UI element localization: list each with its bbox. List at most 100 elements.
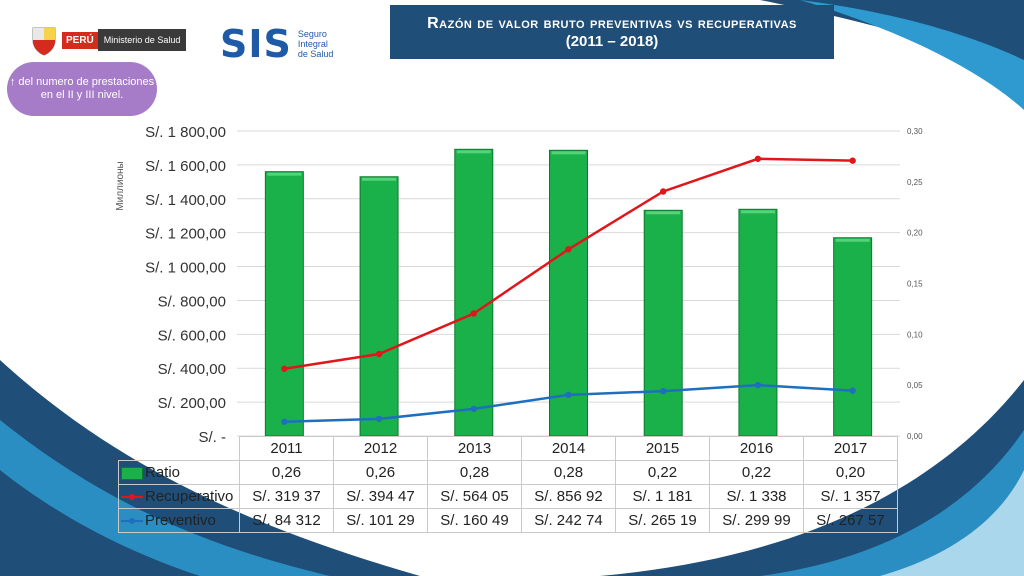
table-header-cell: 2013 [427,436,522,461]
bar-ratio-2011 [264,171,304,437]
legend-swatch-line [121,492,143,502]
table-cell: S/. 856 92 [521,484,616,509]
table-cell: S/. 394 47 [333,484,428,509]
point-preventivo-2013 [470,405,477,413]
bar-ratio-2016 [738,208,778,437]
legend-label: Ratio [145,464,181,481]
data-table: 2011 2012 2013 2014 2015 2016 2017 Ratio 0,26 0,2… [118,436,898,533]
bar-highlight [740,210,775,214]
left-tick-label: S/. 800,00 [158,293,226,310]
point-recuperativo-2015 [660,188,667,195]
table-row: Preventivo S/. 84 312 S/. 101 29 S/. 160 49… [118,508,898,533]
table-row: Recuperativo S/. 319 37 S/. 394 47 S/. 564 … [118,484,898,509]
legend-label: Preventivo [145,512,216,529]
left-tick-label: S/. 1 000,00 [145,260,226,277]
table-cell: S/. 160 49 [427,508,522,533]
point-preventivo-2014 [565,391,572,399]
table-cell: S/. 267 57 [803,508,898,533]
right-axis-ticks: 0,00 0,05 0,10 0,15 0,20 0,25 0,30 [907,127,923,441]
table-cell: 0,28 [427,460,522,485]
title-line-2: (2011 – 2018) [565,32,659,50]
table-cell: S/. 564 05 [427,484,522,509]
line-series [281,155,856,425]
callout-note: ↑ del numero de prestaciones en el II y … [7,62,157,116]
point-recuperativo-2013 [470,310,477,317]
bar-highlight [267,172,302,176]
table-cell: 0,22 [709,460,804,485]
table-corner [119,437,240,461]
left-axis-ticks: S/. - S/. 200,00 S/. 400,00 S/. 600,00 S/. 8… [145,124,226,446]
legend-entry-ratio: Ratio [118,460,240,485]
right-tick-label: 0,10 [907,330,923,339]
bar-highlight [551,151,586,155]
right-tick-label: 0,25 [907,178,923,187]
legend-swatch-bar [121,466,143,480]
right-tick-label: 0,30 [907,127,923,136]
sis-logo: SIS Seguro Integral de Salud [220,22,333,66]
table-header-cell: 2015 [615,436,710,461]
legend-label: Recuperativo [145,488,234,505]
left-tick-label: S/. - [198,429,226,446]
table-header-cell: 2011 [239,436,334,461]
left-tick-label: S/. 1 400,00 [145,192,226,209]
point-preventivo-2015 [660,387,667,395]
point-preventivo-2017 [849,387,856,394]
left-tick-label: S/. 400,00 [158,361,226,378]
left-tick-label: S/. 200,00 [158,395,226,412]
right-tick-label: 0,05 [907,381,923,390]
bar-highlight [456,150,491,154]
table-header-cell: 2017 [803,436,898,461]
table-cell: 0,26 [333,460,428,485]
bar-ratio-2015 [643,209,683,437]
sis-logo-text: SIS [220,22,292,66]
table-cell: S/. 84 312 [239,508,334,533]
ministry-logo: PERÚ Ministerio de Salud [30,22,194,58]
legend-swatch-line [121,516,143,526]
table-cell: 0,28 [521,460,616,485]
ratio-bars [264,148,873,437]
left-tick-label: S/. 1 600,00 [145,158,226,175]
table-cell: S/. 1 338 [709,484,804,509]
point-recuperativo-2011 [281,365,288,372]
right-tick-label: 0,00 [907,432,923,441]
left-axis-unit-label: Миллионы [115,161,126,210]
legend-entry-preventivo: Preventivo [118,508,240,533]
right-tick-label: 0,15 [907,280,923,289]
bar-highlight [646,211,681,215]
left-tick-label: S/. 1 800,00 [145,124,226,141]
table-cell: S/. 319 37 [239,484,334,509]
table-header-row: 2011 2012 2013 2014 2015 2016 2017 [119,436,898,461]
sis-logo-subtitle: Seguro Integral de Salud [297,29,334,59]
title-line-1: Razón de valor bruto preventivas vs recu… [427,14,797,32]
bar-ratio-2013 [454,148,494,437]
point-recuperativo-2017 [849,157,856,164]
left-tick-label: S/. 1 200,00 [145,226,226,243]
table-cell: 0,26 [239,460,334,485]
table-cell: S/. 101 29 [333,508,428,533]
bar-ratio-2012 [359,176,399,437]
bar-highlight [835,238,870,242]
ministry-label: Ministerio de Salud [97,29,187,51]
point-recuperativo-2016 [754,155,762,162]
table-cell: S/. 265 19 [615,508,710,533]
table-cell: S/. 1 181 [615,484,710,509]
table-header-cell: 2014 [521,436,616,461]
table-cell: S/. 299 99 [709,508,804,533]
table-cell: 0,20 [803,460,898,485]
peru-crest-icon [32,27,56,56]
table-header-cell: 2012 [333,436,428,461]
point-preventivo-2012 [375,415,383,423]
table-header-cell: 2016 [709,436,804,461]
legend-entry-recuperativo: Recuperativo [118,484,240,509]
point-recuperativo-2014 [565,246,572,253]
bar-ratio-2014 [549,149,588,437]
table-cell: 0,22 [615,460,710,485]
left-tick-label: S/. 600,00 [158,327,226,344]
table-cell: S/. 1 357 [803,484,898,509]
bar-ratio-2017 [833,237,873,437]
point-preventivo-2011 [281,418,288,425]
right-tick-label: 0,20 [907,229,923,238]
bar-highlight [362,177,397,181]
